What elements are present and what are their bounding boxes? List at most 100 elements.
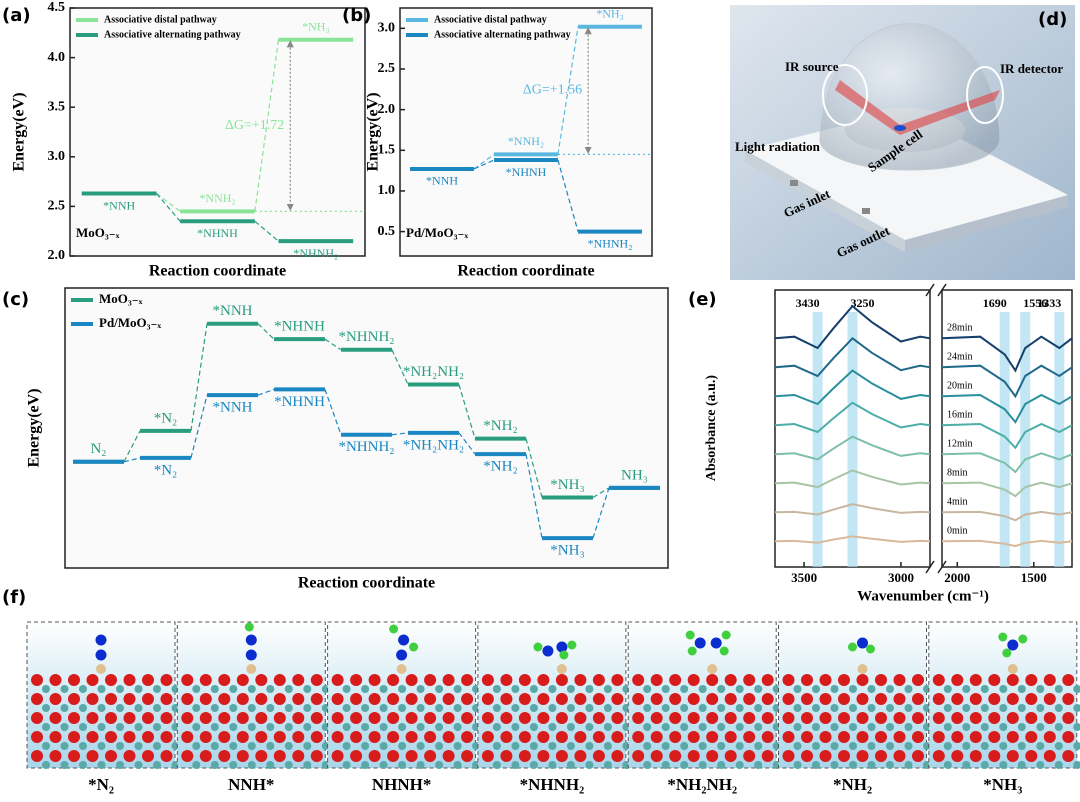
teal-atom	[529, 704, 538, 712]
teal-atom	[303, 742, 312, 750]
teal-atom	[247, 704, 256, 712]
teal-atom	[511, 723, 520, 731]
oxygen-atom	[142, 731, 154, 743]
oxygen-atom	[292, 674, 305, 686]
teal-atom	[793, 761, 802, 769]
teal-atom	[735, 742, 744, 750]
oxygen-atom	[461, 674, 474, 686]
teal-atom	[229, 704, 238, 712]
level-label: *NH₂NH₂	[403, 437, 464, 453]
sample-label: Pd/MoO₃₋ₓ	[406, 225, 468, 240]
oxygen-atom	[537, 674, 550, 686]
teal-atom	[60, 723, 69, 731]
connector	[525, 453, 543, 539]
illustration-label: Light radiation	[735, 139, 821, 154]
teal-atom	[435, 761, 444, 769]
teal-atom	[192, 723, 201, 731]
peak-label: 3430	[796, 296, 820, 310]
oxygen-atom	[405, 731, 418, 743]
adsorbate-atom	[245, 634, 257, 646]
oxygen-atom	[255, 674, 268, 686]
teal-atom	[134, 761, 143, 769]
spectrum-line	[774, 401, 1073, 450]
teal-atom	[1036, 742, 1045, 750]
teal-atom	[435, 704, 444, 712]
teal-atom	[1073, 685, 1080, 693]
oxygen-atom	[405, 750, 418, 762]
oxygen-atom	[819, 693, 832, 705]
teal-atom	[980, 704, 989, 712]
peak-band	[847, 312, 858, 567]
oxygen-atom	[218, 731, 231, 743]
teal-atom	[754, 704, 763, 712]
panel-label: (b)	[342, 5, 371, 26]
level-label: NH₃	[621, 467, 648, 483]
teal-atom	[585, 723, 594, 731]
teal-atom	[361, 742, 370, 750]
teal-atom	[886, 723, 894, 731]
teal-atom	[886, 704, 894, 712]
legend-label: Associative alternating pathway	[104, 29, 241, 40]
metal-atom	[707, 664, 718, 674]
teal-atom	[735, 685, 744, 693]
teal-atom	[812, 761, 820, 769]
oxygen-atom	[236, 674, 249, 686]
adsorbate-atom	[533, 642, 543, 652]
oxygen-atom	[650, 674, 663, 686]
level-label: *NNH	[213, 400, 253, 416]
connector	[592, 487, 610, 539]
oxygen-atom	[481, 731, 494, 743]
oxygen-atom	[68, 750, 80, 762]
teal-atom	[1073, 761, 1080, 769]
teal-atom	[379, 742, 388, 750]
oxygen-atom	[1025, 712, 1038, 724]
connector	[324, 389, 342, 435]
oxygen-atom	[632, 712, 645, 724]
teal-atom	[379, 723, 388, 731]
oxygen-atom	[123, 674, 136, 686]
oxygen-atom	[669, 712, 682, 724]
level-label: *NHNH	[274, 319, 325, 335]
teal-atom	[529, 723, 538, 731]
oxygen-atom	[592, 674, 605, 686]
oxygen-atom	[761, 674, 774, 686]
oxygen-atom	[574, 674, 587, 686]
y-tick-label: 2.5	[378, 61, 396, 76]
teal-atom	[812, 704, 820, 712]
oxygen-atom	[142, 693, 154, 705]
oxygen-atom	[951, 693, 964, 705]
teal-atom	[266, 685, 275, 693]
connector	[391, 432, 409, 436]
teal-atom	[342, 704, 351, 712]
oxygen-atom	[782, 731, 795, 743]
oxygen-atom	[687, 731, 700, 743]
oxygen-atom	[310, 712, 323, 724]
connector	[254, 220, 279, 242]
teal-atom	[60, 761, 69, 769]
gas-port	[790, 180, 798, 186]
oxygen-atom	[687, 674, 700, 686]
oxygen-atom	[912, 712, 924, 724]
oxygen-atom	[310, 674, 323, 686]
oxygen-atom	[350, 750, 363, 762]
connector	[458, 432, 476, 455]
teal-atom	[116, 761, 124, 769]
oxygen-atom	[819, 674, 832, 686]
oxygen-atom	[782, 750, 795, 762]
teal-atom	[492, 704, 501, 712]
teal-atom	[548, 761, 557, 769]
oxygen-atom	[743, 674, 756, 686]
oxygen-atom	[801, 674, 813, 686]
oxygen-atom	[442, 731, 455, 743]
teal-atom	[904, 723, 913, 731]
oxygen-atom	[706, 750, 719, 762]
oxygen-atom	[838, 693, 850, 705]
oxygen-atom	[687, 750, 700, 762]
teal-atom	[585, 685, 594, 693]
teal-atom	[266, 761, 275, 769]
oxygen-atom	[31, 731, 43, 743]
dome	[819, 23, 1001, 171]
teal-atom	[511, 742, 520, 750]
level-label: *NHNH	[197, 226, 238, 240]
oxygen-atom	[838, 712, 850, 724]
